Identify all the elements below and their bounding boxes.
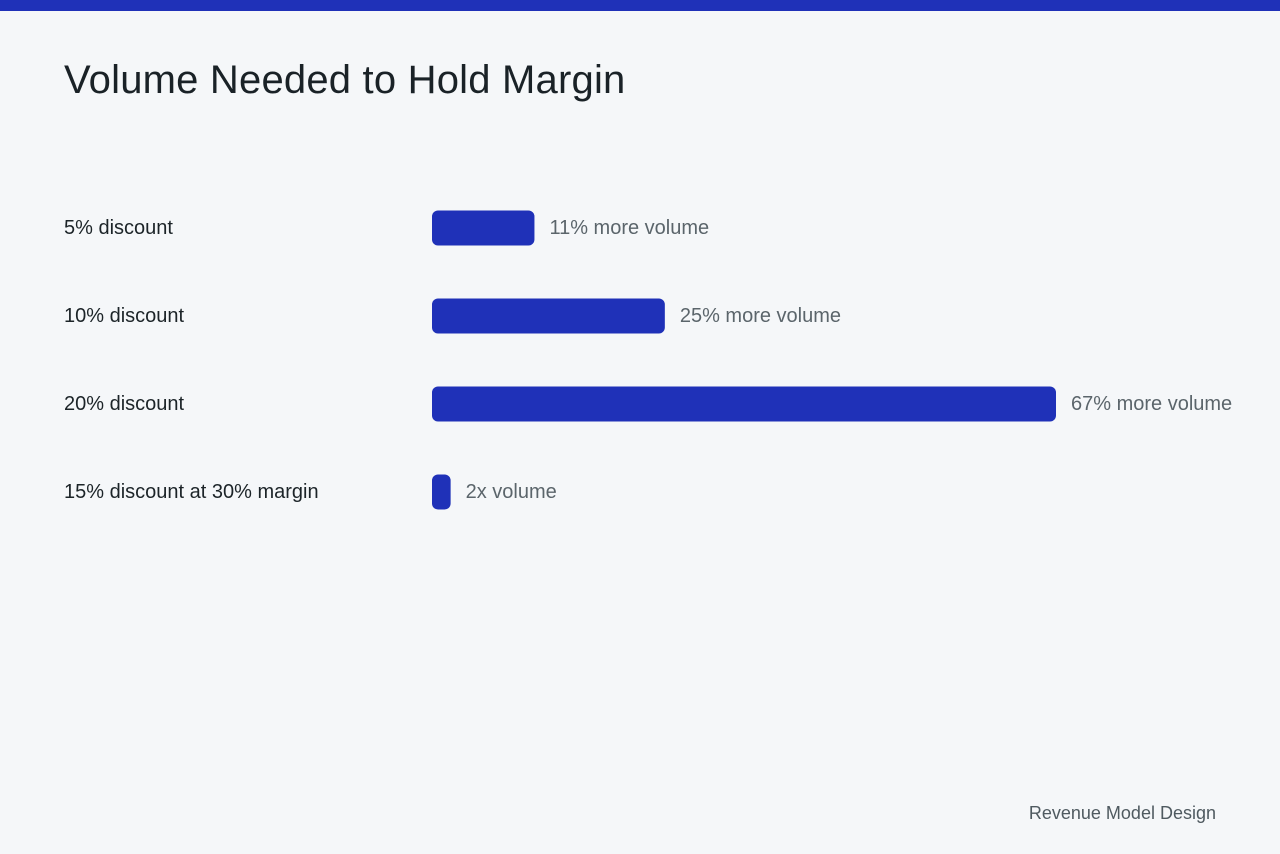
footer-label: Revenue Model Design — [1028, 803, 1216, 823]
bar-row: 5% discount 11% more volume — [64, 210, 709, 246]
bar-row: 15% discount at 30% margin 2x volume — [64, 474, 557, 510]
bar — [432, 474, 451, 510]
top-accent-bar — [0, 0, 1280, 11]
category-label: 15% discount at 30% margin — [64, 481, 319, 503]
category-label: 20% discount — [64, 393, 185, 415]
category-label: 10% discount — [64, 305, 185, 327]
bar-row: 20% discount 67% more volume — [64, 386, 1232, 422]
bar-value-label: 67% more volume — [1071, 393, 1232, 415]
bar-value-label: 2x volume — [466, 481, 557, 503]
bar-value-label: 25% more volume — [680, 305, 841, 327]
chart-rows: 5% discount 11% more volume 10% discount 25… — [64, 210, 1232, 510]
category-label: 5% discount — [64, 217, 173, 239]
bar-value-label: 11% more volume — [549, 217, 709, 239]
bar — [432, 298, 665, 334]
bar — [432, 210, 535, 246]
bar-row: 10% discount 25% more volume — [64, 298, 841, 334]
chart-title: Volume Needed to Hold Margin — [64, 58, 626, 102]
bar — [432, 386, 1056, 422]
